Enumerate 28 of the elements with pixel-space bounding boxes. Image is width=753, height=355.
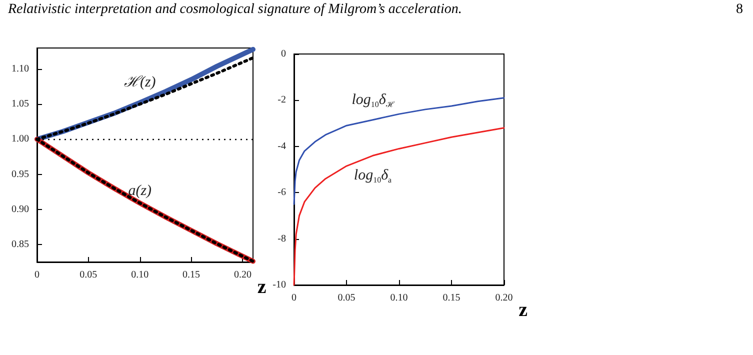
y-tick-label: 0.90 xyxy=(12,204,29,215)
x-tick-label: 0.15 xyxy=(442,292,460,304)
x-tick-label: 0.05 xyxy=(80,270,98,280)
y-tick-label: -4 xyxy=(278,140,286,152)
x-tick-label: 0.20 xyxy=(495,292,513,304)
x-tick-label: 0 xyxy=(292,292,296,304)
y-tick-label: -10 xyxy=(272,280,286,290)
y-tick-label: -8 xyxy=(278,233,286,244)
y-tick-label: 1.10 xyxy=(12,64,29,75)
y-tick-label: -6 xyxy=(278,187,286,198)
y-tick-label: 1.00 xyxy=(12,134,29,145)
series-label: ℋ(z) xyxy=(124,74,156,91)
x-tick-label: 0.10 xyxy=(131,270,149,280)
y-tick-label: -2 xyxy=(278,94,286,106)
x-axis-title: z xyxy=(518,299,528,321)
y-tick-label: 0 xyxy=(281,48,286,60)
series-label: a(z) xyxy=(128,183,152,200)
x-axis-title: z xyxy=(257,276,266,298)
text: 8 xyxy=(736,2,743,18)
x-tick-label: 0.10 xyxy=(390,292,408,304)
y-tick-label: 0.95 xyxy=(12,168,29,180)
x-tick-label: 0.15 xyxy=(182,270,200,280)
y-tick-label: 0.85 xyxy=(12,238,29,250)
x-tick-label: 0.20 xyxy=(234,270,252,280)
x-tick-label: 0.05 xyxy=(338,292,356,304)
chart-title: Relativistic interpretation and cosmological signature of Milgrom’s acceleration. xyxy=(8,2,462,18)
x-tick-label: 0 xyxy=(34,270,40,280)
y-tick-label: 1.05 xyxy=(12,98,29,110)
